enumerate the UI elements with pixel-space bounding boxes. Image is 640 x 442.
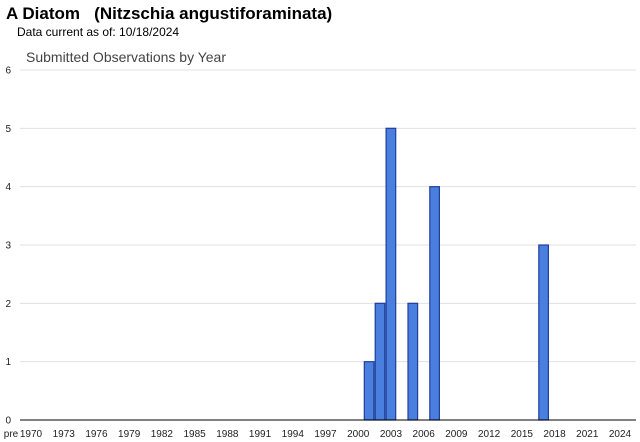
x-tick-label: 2015	[511, 429, 534, 440]
x-tick-label: 1976	[85, 429, 108, 440]
bar-2005[interactable]	[407, 302, 419, 421]
bar-2017[interactable]	[538, 244, 549, 421]
x-tick-label: 1973	[53, 429, 76, 440]
x-tick-label: 2024	[609, 429, 632, 440]
species-title: A Diatom (Nitzschia angustiforaminata)	[6, 4, 333, 23]
data-current-date: Data current as of: 10/18/2024	[17, 25, 180, 39]
y-tick-label: 3	[5, 241, 11, 252]
grid-lines	[20, 69, 636, 363]
x-tick-label: 2009	[445, 429, 468, 440]
x-tick-label: 1988	[216, 429, 239, 440]
bar-2003[interactable]	[385, 127, 397, 421]
x-tick-label: 2018	[543, 429, 566, 440]
y-tick-label: 5	[5, 124, 11, 135]
x-tick-label: 1970	[20, 429, 43, 440]
x-tick-label: 1982	[151, 429, 174, 440]
y-tick-label: 1	[5, 357, 11, 368]
x-tick-label: 2006	[413, 429, 436, 440]
y-axis-ticks: 0 1 2 3 4 5 6	[5, 66, 11, 427]
bar-2007[interactable]	[429, 186, 440, 421]
chart-title: Submitted Observations by Year	[26, 49, 227, 65]
x-tick-label: 2012	[478, 429, 501, 440]
bars	[363, 127, 549, 421]
y-tick-label: 4	[5, 182, 11, 193]
x-tick-label: 2021	[576, 429, 599, 440]
y-tick-label: 0	[5, 416, 11, 427]
y-tick-label: 2	[5, 299, 11, 310]
x-tick-label: 2003	[380, 429, 403, 440]
x-tick-label: 1985	[183, 429, 206, 440]
x-tick-label: 1979	[118, 429, 141, 440]
x-tick-label: 1991	[249, 429, 272, 440]
bar-2001[interactable]	[363, 361, 375, 421]
y-tick-label: 6	[5, 66, 11, 77]
x-axis-ticks: pre 1970 1973 1976 1979 1982 1985 1988 1991 1994 1…	[4, 429, 632, 440]
x-tick-label: pre	[4, 429, 19, 440]
x-tick-label: 1994	[282, 429, 305, 440]
bar-2002[interactable]	[374, 302, 386, 421]
x-tick-label: 2000	[347, 429, 370, 440]
x-tick-label: 1997	[314, 429, 337, 440]
